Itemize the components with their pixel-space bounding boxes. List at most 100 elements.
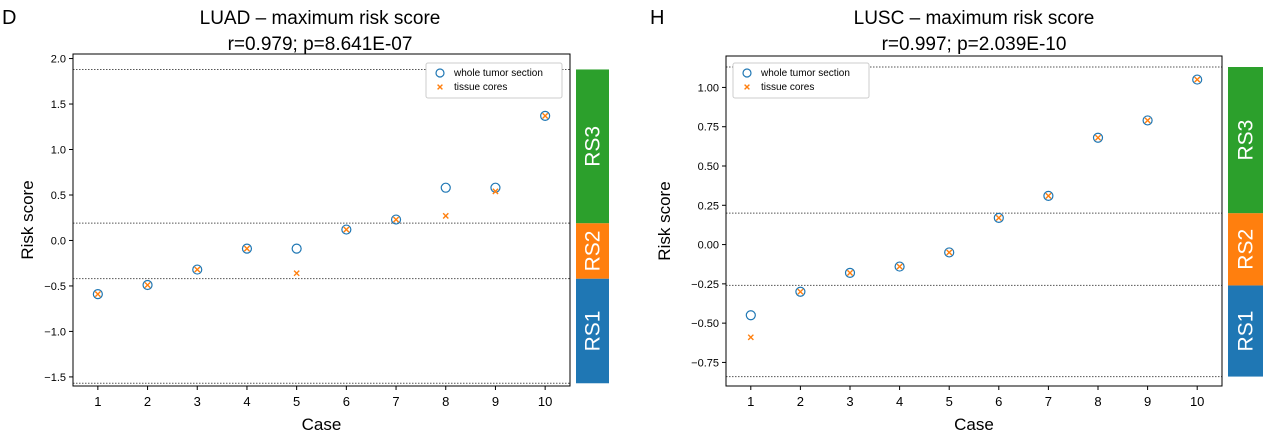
luad-chart: D LUAD – maximum risk score r=0.979; p=8.6… (2, 7, 609, 434)
y-tick-label: 1.00 (698, 82, 719, 94)
tissue-core-point (1144, 117, 1151, 124)
y-tick-label: 0.0 (51, 235, 66, 247)
y-tick-label: −0.75 (691, 357, 719, 369)
x-tick-label: 3 (194, 394, 201, 409)
legend-cross-marker (437, 84, 443, 90)
chart-subtitle: r=0.997; p=2.039E-10 (882, 34, 1067, 55)
x-tick-label: 7 (1045, 394, 1052, 409)
x-tick-label: 8 (1094, 394, 1101, 409)
legend-label: whole tumor section (760, 68, 850, 79)
tissue-core-stroke (194, 266, 201, 273)
tissue-core-stroke (144, 281, 151, 289)
legend-box (425, 62, 563, 99)
tissue-core-point (243, 245, 251, 252)
band-label-rs1: RS1 (582, 311, 605, 352)
whole-tumor-point (291, 243, 302, 254)
tissue-core-stroke (846, 269, 854, 276)
whole-tumor-point (142, 279, 153, 291)
tissue-core-point (144, 281, 151, 289)
tissue-core-point (1094, 134, 1102, 141)
tissue-core-point (896, 263, 903, 270)
tissue-core-stroke (995, 214, 1002, 221)
y-tick-label: 0.00 (698, 240, 719, 252)
whole-tumor-point (241, 243, 253, 254)
y-tick-label: 1.0 (51, 145, 66, 157)
panel-letter: H (650, 7, 664, 29)
y-tick-label: −1.5 (44, 372, 66, 384)
tissue-core-point (846, 269, 854, 276)
x-tick-label: 9 (1144, 394, 1151, 409)
tissue-core-point (343, 226, 350, 233)
band-label-rs3: RS3 (582, 126, 605, 167)
whole-tumor-point (341, 224, 352, 235)
whole-tumor-point (944, 247, 955, 258)
tissue-core-point (747, 334, 754, 341)
x-tick-label: 2 (797, 394, 804, 409)
whole-tumor-point (390, 214, 402, 225)
tissue-core-point (442, 212, 449, 220)
y-tick-label: −0.50 (691, 318, 719, 330)
x-tick-label: 5 (293, 394, 300, 409)
x-tick-label: 4 (896, 394, 903, 409)
tissue-core-stroke (442, 212, 449, 220)
whole-tumor-point (540, 110, 551, 121)
x-tick-label: 4 (243, 394, 250, 409)
x-tick-label: 7 (392, 394, 399, 409)
tissue-core-stroke (797, 288, 804, 295)
band-label-rs1: RS1 (1235, 311, 1258, 352)
y-tick-label: 1.5 (51, 99, 66, 111)
tissue-core-stroke (293, 270, 300, 277)
y-tick-label: −0.25 (691, 279, 719, 291)
band-label-rs3: RS3 (1235, 120, 1258, 161)
tissue-core-point (194, 266, 201, 273)
legend-circle-marker (435, 68, 445, 78)
chart-title: LUSC – maximum risk score (854, 8, 1095, 29)
x-tick-label: 1 (747, 394, 754, 409)
band-rs2 (576, 223, 609, 279)
y-axis-label: Risk score (655, 181, 674, 260)
tissue-core-stroke (542, 112, 549, 119)
tissue-core-stroke (1144, 117, 1151, 124)
x-axis-label: Case (302, 415, 342, 434)
tissue-core-stroke (492, 188, 499, 195)
x-tick-label: 10 (1190, 394, 1204, 409)
whole-tumor-point (844, 267, 856, 278)
x-tick-label: 3 (846, 394, 853, 409)
whole-tumor-point (92, 289, 103, 300)
whole-tumor-point (894, 261, 905, 272)
whole-tumor-point (795, 286, 806, 297)
tissue-core-point (492, 188, 499, 195)
tissue-core-stroke (1194, 76, 1201, 83)
legend-label: tissue cores (454, 82, 507, 93)
whole-tumor-point (1043, 190, 1054, 201)
tissue-core-point (797, 288, 804, 295)
tissue-core-point (946, 249, 953, 256)
tissue-core-point (1194, 76, 1201, 83)
band-rs3 (1228, 67, 1263, 214)
tissue-core-stroke (392, 216, 400, 223)
legend-circle-marker (742, 68, 752, 78)
tissue-core-point (542, 112, 549, 119)
x-tick-label: 1 (94, 394, 101, 409)
x-tick-label: 8 (442, 394, 449, 409)
tissue-core-stroke (1094, 134, 1102, 141)
tissue-core-point (392, 216, 400, 223)
band-rs3 (576, 69, 609, 224)
x-tick-label: 2 (144, 394, 151, 409)
band-rs2 (1228, 213, 1263, 286)
y-tick-label: −0.5 (44, 281, 66, 293)
band-rs1 (1228, 285, 1263, 377)
y-axis-label: Risk score (18, 180, 37, 259)
tissue-core-stroke (896, 263, 903, 270)
whole-tumor-point (1092, 132, 1104, 143)
whole-tumor-point (440, 182, 451, 193)
tissue-core-point (1045, 192, 1052, 199)
legend-cross-marker (744, 84, 750, 90)
x-tick-label: 6 (343, 394, 350, 409)
y-tick-label: 0.25 (698, 200, 719, 212)
y-tick-label: −1.0 (44, 326, 66, 338)
tissue-core-stroke (243, 245, 251, 252)
x-tick-label: 5 (946, 394, 953, 409)
whole-tumor-point (192, 264, 203, 275)
